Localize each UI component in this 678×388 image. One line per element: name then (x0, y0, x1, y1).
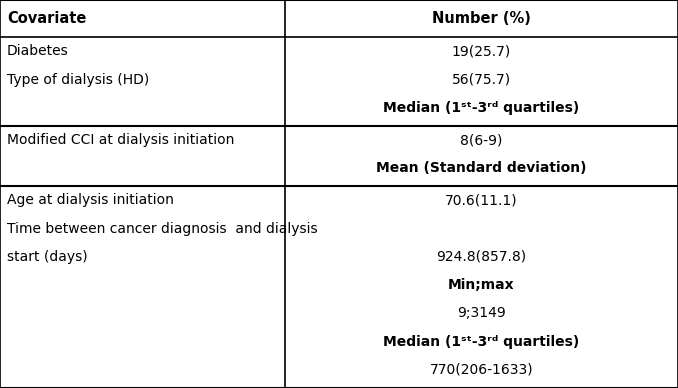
Text: Type of dialysis (HD): Type of dialysis (HD) (7, 73, 149, 87)
Text: 770(206-1633): 770(206-1633) (430, 363, 533, 377)
Text: Modified CCI at dialysis initiation: Modified CCI at dialysis initiation (7, 133, 234, 147)
Text: 9;3149: 9;3149 (457, 307, 506, 320)
Text: 70.6(11.1): 70.6(11.1) (445, 194, 518, 208)
Text: Covariate: Covariate (7, 11, 86, 26)
Text: Number (%): Number (%) (432, 11, 531, 26)
Text: Time between cancer diagnosis  and dialysis: Time between cancer diagnosis and dialys… (7, 222, 317, 236)
Text: 19(25.7): 19(25.7) (452, 44, 511, 58)
Text: Mean (Standard deviation): Mean (Standard deviation) (376, 161, 586, 175)
Text: Median (1ˢᵗ-3ʳᵈ quartiles): Median (1ˢᵗ-3ʳᵈ quartiles) (383, 335, 580, 349)
Text: Age at dialysis initiation: Age at dialysis initiation (7, 194, 174, 208)
Text: 8(6-9): 8(6-9) (460, 133, 502, 147)
Text: Median (1ˢᵗ-3ʳᵈ quartiles): Median (1ˢᵗ-3ʳᵈ quartiles) (383, 101, 580, 115)
Text: 56(75.7): 56(75.7) (452, 73, 511, 87)
Text: Diabetes: Diabetes (7, 44, 68, 58)
Text: 924.8(857.8): 924.8(857.8) (437, 250, 526, 264)
Text: start (days): start (days) (7, 250, 87, 264)
Text: Min;max: Min;max (448, 278, 515, 292)
